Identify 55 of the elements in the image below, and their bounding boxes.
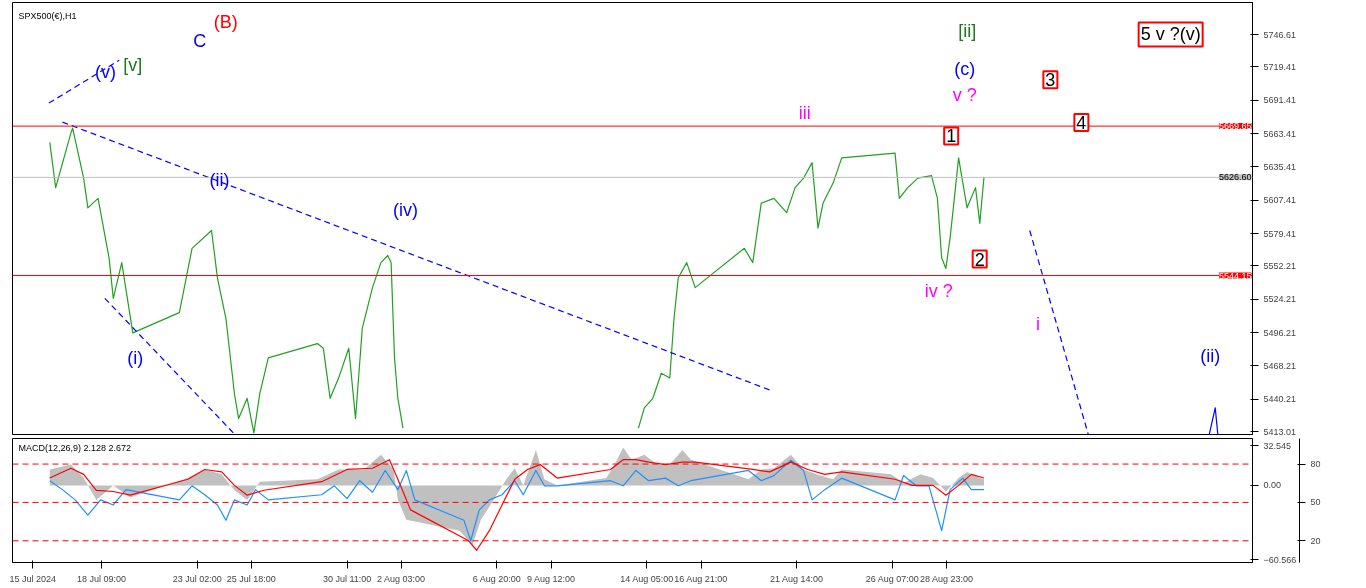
y-tick-label: 5579.41 bbox=[1263, 228, 1297, 239]
ref-line-label: 5626.60 bbox=[1218, 172, 1252, 183]
y-tick-label: 5607.41 bbox=[1263, 195, 1297, 206]
y-tick-label: 5524.21 bbox=[1263, 294, 1297, 305]
y-tick-label: 5552.21 bbox=[1263, 260, 1297, 271]
x-tick-label: 14 Aug 05:00 bbox=[620, 573, 674, 584]
y2-tick-label: 80 bbox=[1310, 459, 1321, 470]
ref-line-label: 5669.65 bbox=[1218, 121, 1252, 132]
chart-title: MACD(12,26,9) 2.128 2.672 bbox=[18, 442, 132, 453]
y-tick-label: 5413.01 bbox=[1263, 426, 1297, 437]
y-tick-label: 5468.21 bbox=[1263, 360, 1297, 371]
y-tick-label: 5746.61 bbox=[1263, 29, 1297, 40]
x-tick-label: 21 Aug 14:00 bbox=[770, 573, 824, 584]
x-tick-label: 28 Aug 23:00 bbox=[919, 573, 974, 584]
annotation: (iv) bbox=[393, 199, 419, 220]
y-tick-label: 5719.41 bbox=[1263, 61, 1297, 72]
annotation: 4 bbox=[1076, 113, 1087, 134]
y-tick-label: 0.00 bbox=[1263, 480, 1282, 491]
y-tick-label: 32.545 bbox=[1263, 440, 1292, 451]
annotation: (ii) bbox=[1200, 346, 1221, 367]
x-tick-label: 25 Jul 18:00 bbox=[226, 573, 276, 584]
x-tick-label: 26 Aug 07:00 bbox=[865, 573, 919, 584]
annotation: [ii] bbox=[958, 20, 977, 41]
annotation: 1 bbox=[946, 126, 957, 147]
annotation: C bbox=[193, 31, 207, 52]
y2-tick-label: 50 bbox=[1310, 497, 1321, 508]
text: SPX500(€),H1 bbox=[18, 10, 77, 21]
x-tick-label: 30 Jul 11:00 bbox=[322, 573, 372, 584]
annotation: [v] bbox=[123, 54, 143, 75]
x-tick-label: 6 Aug 20:00 bbox=[472, 573, 521, 584]
y-tick-label: 5635.41 bbox=[1263, 161, 1297, 172]
annotation: (v) bbox=[95, 61, 117, 82]
annotation: 5 v ?(v) bbox=[1140, 24, 1201, 45]
x-tick-label: 16 Aug 21:00 bbox=[674, 573, 728, 584]
annotation: 2 bbox=[974, 249, 985, 270]
annotation: iv ? bbox=[924, 281, 953, 302]
annotation: iii bbox=[798, 102, 811, 123]
x-tick-label: 15 Jul 2024 bbox=[9, 573, 57, 584]
x-tick-label: 2 Aug 03:00 bbox=[377, 573, 426, 584]
annotation: (B) bbox=[213, 12, 238, 33]
annotation: i bbox=[1035, 314, 1040, 335]
y-tick-label: 5691.41 bbox=[1263, 95, 1297, 106]
y-tick-label: 5496.21 bbox=[1263, 327, 1297, 338]
annotation: (i) bbox=[127, 348, 144, 369]
x-tick-label: 18 Jul 09:00 bbox=[76, 573, 126, 584]
annotation: (c) bbox=[954, 58, 976, 79]
annotation: v ? bbox=[952, 84, 977, 105]
y-tick-label: 5663.41 bbox=[1263, 128, 1297, 139]
x-tick-label: 23 Jul 02:00 bbox=[172, 573, 222, 584]
y-tick-label: 5440.21 bbox=[1263, 394, 1297, 405]
y-tick-label: −60.566 bbox=[1263, 554, 1297, 565]
y2-tick-label: 20 bbox=[1310, 535, 1321, 546]
x-tick-label: 9 Aug 12:00 bbox=[526, 573, 575, 584]
ref-line-label: 5544.15 bbox=[1218, 270, 1252, 281]
annotation: 3 bbox=[1045, 70, 1056, 91]
